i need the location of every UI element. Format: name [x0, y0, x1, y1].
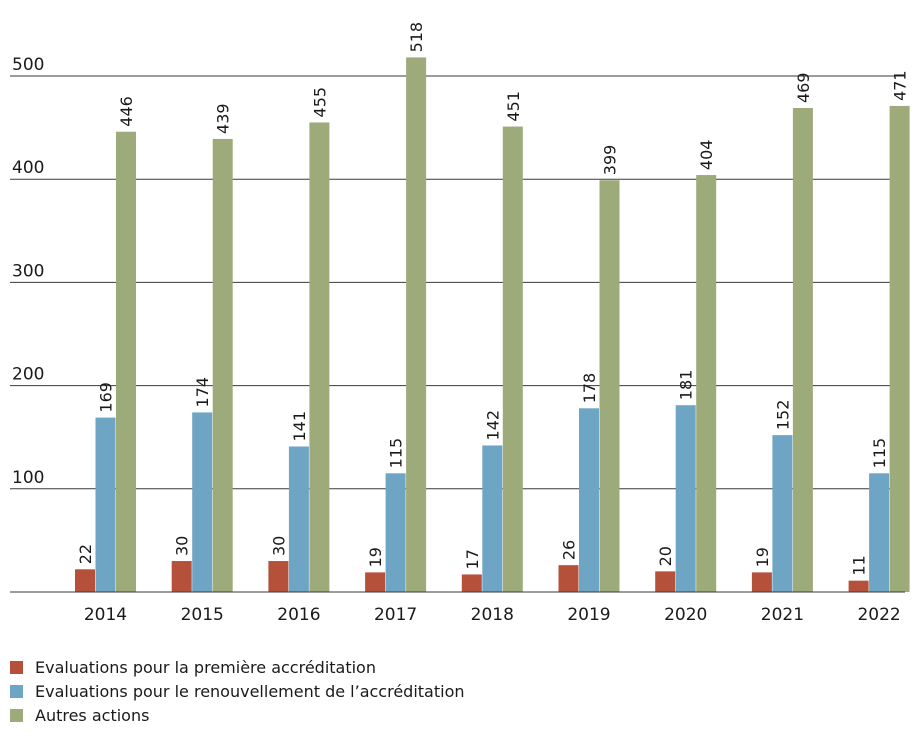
legend-swatch-renouvellement: [10, 684, 23, 698]
value-label-2017-series-0: 19: [366, 547, 385, 567]
bar-2022-series-1: [869, 473, 890, 592]
legend-swatch-autres: [10, 708, 23, 722]
y-tick-label-400: 400: [12, 158, 44, 178]
value-label-2020-series-2: 404: [697, 140, 716, 171]
value-label-2015-series-1: 174: [193, 377, 212, 408]
legend-label-renouvellement: Evaluations pour le renouvellement de l’…: [35, 681, 465, 701]
value-label-2014-series-2: 446: [117, 96, 136, 127]
bar-2014-series-0: [75, 569, 95, 592]
legend-label-autres: Autres actions: [35, 705, 150, 725]
y-tick-label-500: 500: [12, 55, 44, 75]
bar-2021-series-1: [772, 435, 793, 592]
bar-2022-series-2: [889, 105, 910, 592]
value-label-2018-series-1: 142: [483, 410, 502, 441]
bar-2018-series-0: [461, 574, 482, 592]
value-label-2014-series-1: 169: [97, 382, 116, 413]
x-tick-label-2018: 2018: [471, 605, 514, 625]
x-tick-label-2015: 2015: [181, 605, 224, 625]
value-labels: 22 169 446 30 174 439 30 141 455 19 115 518 17 142 451…: [76, 22, 910, 576]
y-tick-label-100: 100: [12, 468, 44, 488]
value-label-2021-series-1: 152: [773, 400, 792, 431]
value-label-2021-series-0: 19: [753, 547, 772, 567]
bar-2015-series-0: [171, 561, 192, 592]
bar-2016-series-2: [309, 122, 330, 592]
y-tick-label-300: 300: [12, 261, 44, 281]
bar-2020-series-1: [675, 405, 696, 592]
bar-2014-series-1: [95, 417, 116, 592]
x-tick-label-2022: 2022: [857, 605, 900, 625]
bar-2015-series-2: [212, 138, 233, 592]
bar-2020-series-2: [696, 175, 717, 592]
x-tick-label-2019: 2019: [567, 605, 610, 625]
value-label-2022-series-2: 471: [891, 70, 910, 101]
value-label-2017-series-1: 115: [387, 438, 406, 469]
value-label-2021-series-2: 469: [794, 72, 813, 103]
x-axis-tick-labels: 2014 2015 2016 2017 2018 2019 2020 2021 2022: [84, 605, 901, 625]
legend-item-premiere: Evaluations pour la première accréditati…: [10, 655, 465, 679]
value-label-2018-series-2: 451: [504, 91, 523, 122]
bar-2021-series-2: [792, 107, 813, 592]
bar-2017-series-1: [385, 473, 406, 592]
value-label-2019-series-2: 399: [601, 145, 620, 176]
value-label-2015-series-2: 439: [214, 103, 233, 134]
y-axis-tick-labels: 100 200 300 400 500: [12, 55, 44, 488]
bar-2015-series-1: [192, 412, 213, 592]
x-tick-label-2021: 2021: [761, 605, 804, 625]
value-label-2016-series-2: 455: [310, 87, 329, 118]
legend: Evaluations pour la première accréditati…: [10, 655, 465, 727]
x-tick-label-2017: 2017: [374, 605, 417, 625]
bar-2016-series-1: [288, 446, 309, 592]
value-label-2019-series-1: 178: [580, 373, 599, 404]
bars: [75, 57, 910, 593]
bar-2021-series-0: [751, 572, 772, 592]
bar-2018-series-1: [482, 445, 503, 592]
value-label-2017-series-2: 518: [407, 22, 426, 53]
bar-2019-series-0: [558, 565, 579, 592]
legend-swatch-premiere: [10, 660, 23, 674]
value-label-2014-series-0: 22: [76, 544, 95, 564]
bar-chart: 100 200 300 400 500 22 169 446 30 174 439 30 141 455…: [10, 22, 910, 625]
value-label-2020-series-1: 181: [677, 370, 696, 401]
bar-2022-series-0: [848, 580, 869, 592]
value-label-2016-series-0: 30: [269, 536, 288, 556]
gridlines: [10, 75, 905, 490]
legend-label-premiere: Evaluations pour la première accréditati…: [35, 657, 376, 677]
value-label-2019-series-0: 26: [560, 540, 579, 560]
value-label-2018-series-0: 17: [463, 549, 482, 569]
bar-2014-series-2: [116, 131, 136, 592]
legend-item-renouvellement: Evaluations pour le renouvellement de l’…: [10, 679, 465, 703]
bar-2017-series-0: [365, 572, 386, 592]
bar-2019-series-2: [599, 180, 620, 592]
x-tick-label-2016: 2016: [277, 605, 320, 625]
bar-2017-series-2: [406, 57, 427, 592]
bar-2020-series-0: [655, 571, 676, 592]
value-label-2022-series-1: 115: [870, 438, 889, 469]
y-tick-label-200: 200: [12, 365, 44, 385]
value-label-2020-series-0: 20: [656, 546, 675, 566]
bar-2018-series-2: [502, 126, 523, 593]
value-label-2022-series-0: 11: [850, 555, 869, 575]
legend-item-autres: Autres actions: [10, 703, 465, 727]
x-tick-label-2014: 2014: [84, 605, 127, 625]
x-tick-label-2020: 2020: [664, 605, 707, 625]
value-label-2015-series-0: 30: [173, 536, 192, 556]
bar-2019-series-1: [579, 408, 599, 592]
bar-2016-series-0: [268, 561, 289, 592]
value-label-2016-series-1: 141: [290, 411, 309, 442]
